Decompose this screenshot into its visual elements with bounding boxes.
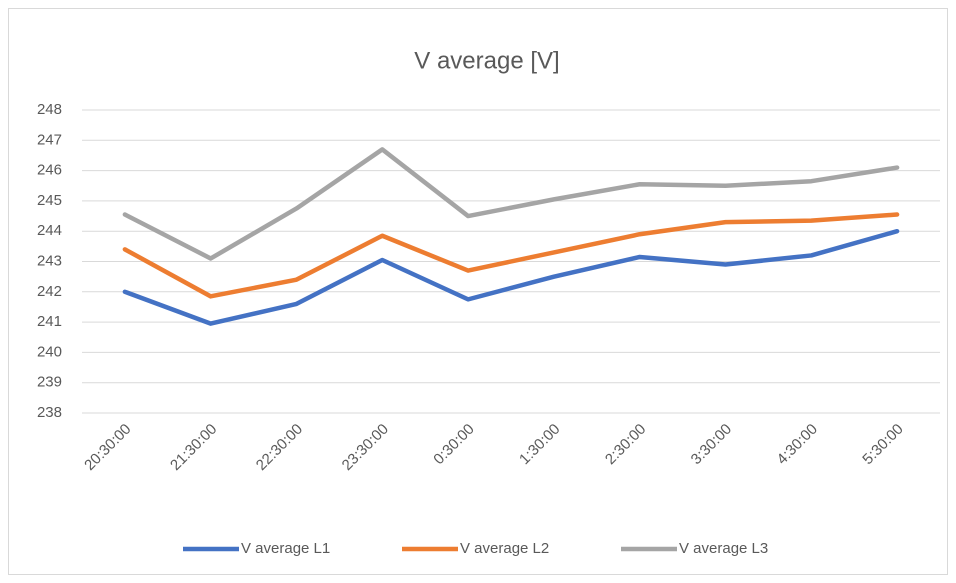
y-tick-label: 244 — [37, 222, 62, 239]
y-tick-label: 243 — [37, 252, 62, 269]
data-line — [122, 228, 900, 326]
legend-label: V average L3 — [679, 540, 768, 557]
legend-label: V average L2 — [460, 540, 549, 557]
y-tick-label: 238 — [37, 404, 62, 421]
y-tick-label: 245 — [37, 192, 62, 209]
y-tick-label: 248 — [37, 101, 62, 118]
chart-title: V average [V] — [414, 47, 559, 74]
y-tick-label: 247 — [37, 131, 62, 148]
y-tick-label: 241 — [37, 313, 62, 330]
legend-label: V average L1 — [241, 540, 330, 557]
y-tick-label: 246 — [37, 162, 62, 179]
y-tick-label: 242 — [37, 283, 62, 300]
y-tick-label: 239 — [37, 374, 62, 391]
data-line — [122, 147, 900, 261]
y-tick-label: 240 — [37, 343, 62, 360]
data-line — [122, 212, 900, 299]
